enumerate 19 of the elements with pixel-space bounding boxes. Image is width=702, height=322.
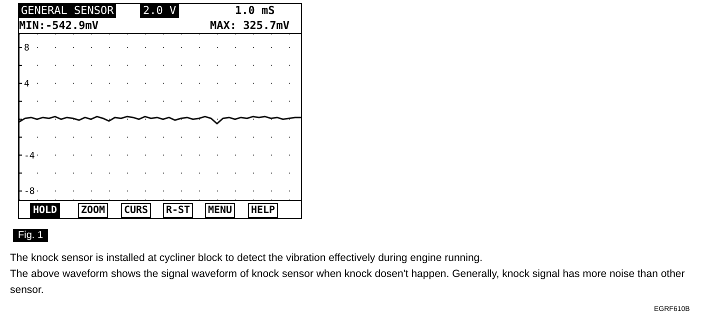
y-tick-label: 4 [24,80,30,90]
text: MENU [205,203,236,218]
line-series [19,116,301,124]
y-tick-label: -8 [24,187,35,198]
text: MIN:-542.9mV [19,19,98,33]
text: ZOOM [78,203,108,218]
y-tick-label: 8 [24,44,30,54]
text: HOLD [30,203,60,218]
y-tick-label: -4 [24,151,35,162]
text: R-ST [163,203,194,218]
chart-title: GENERAL SENSOR [19,4,116,18]
text: MAX: 325.7mV [210,19,290,33]
text: HELP [248,203,278,218]
text: The above waveform shows the signal waveform of knock sensor when knock dosen't happen. Generally, knock signal has more noise than other sensor. [10,267,686,298]
text: 1.0 mS [235,4,275,18]
text: The knock sensor is installed at cycliner block to detect the vibration effectively during engine running. [10,251,484,266]
text: 2.0 V [140,4,180,18]
text: CURS [121,203,152,218]
caption: Fig. 1 [13,229,48,242]
